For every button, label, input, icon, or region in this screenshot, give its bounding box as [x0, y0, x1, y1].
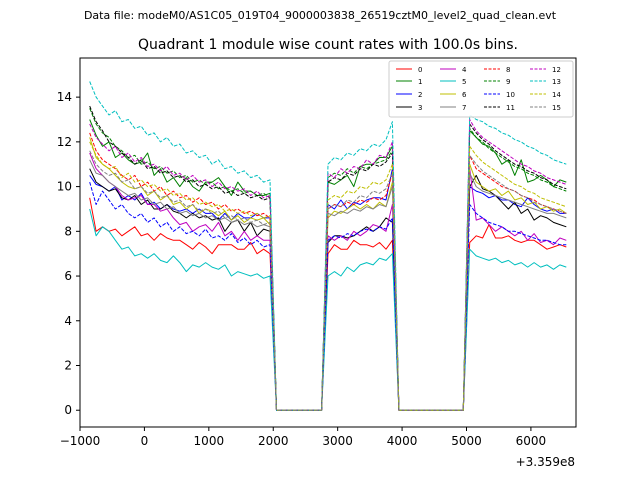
y-tick-label: 4 — [64, 314, 72, 328]
x-tick-label: 3000 — [322, 434, 353, 448]
legend-label-9: 9 — [506, 78, 510, 86]
x-tick-label: 1000 — [194, 434, 225, 448]
legend-label-11: 11 — [506, 104, 515, 112]
legend-label-15: 15 — [552, 104, 561, 112]
legend-box — [388, 60, 574, 118]
series-line-13 — [89, 81, 567, 411]
y-axis: 0 2 4 6 8 10 12 14 — [57, 90, 80, 417]
y-tick-label: 12 — [57, 135, 72, 149]
plot-lines — [89, 81, 567, 411]
x-tick-label: 6000 — [516, 434, 547, 448]
legend-label-1: 1 — [418, 78, 422, 86]
legend-label-14: 14 — [552, 91, 561, 99]
legend-label-0: 0 — [418, 66, 422, 74]
figure-suptitle: Data file: modeM0/AS1C05_019T04_90000038… — [84, 9, 557, 22]
series-line-11 — [89, 105, 567, 411]
series-line-10 — [89, 181, 567, 411]
x-tick-label: 4000 — [387, 434, 418, 448]
x-tick-label: −1000 — [60, 434, 101, 448]
legend-label-5: 5 — [462, 78, 466, 86]
legend-label-3: 3 — [418, 104, 422, 112]
legend-label-13: 13 — [552, 78, 561, 86]
legend-label-8: 8 — [506, 66, 510, 74]
legend-label-4: 4 — [462, 66, 467, 74]
series-line-9 — [89, 108, 567, 411]
x-tick-label: 5000 — [451, 434, 482, 448]
series-line-8 — [89, 132, 567, 411]
x-axis: −1000 0 1000 2000 3000 4000 5000 6000 — [60, 427, 546, 448]
legend-label-7: 7 — [462, 104, 466, 112]
x-tick-label: 2000 — [258, 434, 289, 448]
series-line-14 — [89, 141, 567, 411]
axes-frame — [79, 57, 577, 428]
y-tick-label: 10 — [57, 180, 72, 194]
x-tick-label: 0 — [141, 434, 149, 448]
chart-title: Quadrant 1 module wise count rates with … — [138, 37, 518, 53]
y-tick-label: 2 — [64, 359, 72, 373]
x-offset-label: +3.359e8 — [516, 455, 575, 469]
legend-label-10: 10 — [506, 91, 515, 99]
series-line-15 — [89, 150, 567, 411]
legend-label-2: 2 — [418, 91, 422, 99]
y-tick-label: 14 — [57, 90, 72, 104]
legend-label-12: 12 — [552, 66, 561, 74]
y-tick-label: 0 — [64, 403, 72, 417]
series-line-5 — [89, 208, 567, 411]
y-tick-label: 8 — [64, 224, 72, 238]
series-line-4 — [89, 152, 567, 411]
legend-label-6: 6 — [462, 91, 467, 99]
y-tick-label: 6 — [64, 269, 72, 283]
